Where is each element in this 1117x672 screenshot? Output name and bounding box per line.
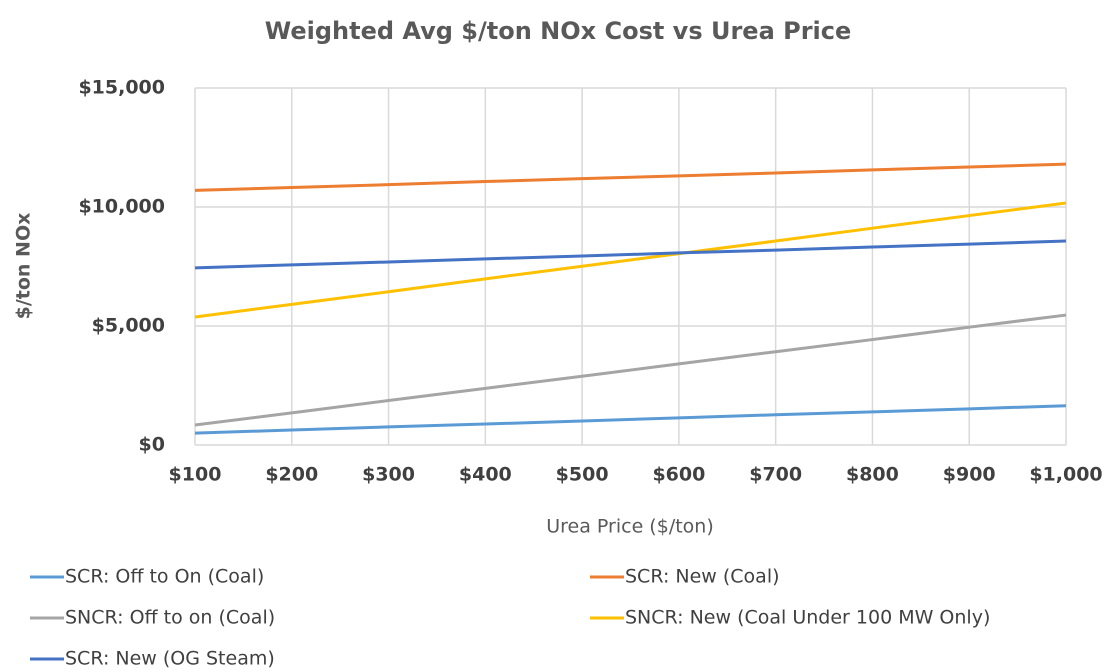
legend-label: SCR: New (OG Steam) <box>65 648 275 670</box>
x-tick-label: $100 <box>169 464 222 486</box>
legend-label: SCR: New (Coal) <box>625 566 780 588</box>
series-line <box>194 404 1067 435</box>
x-tick-label: $300 <box>362 464 415 486</box>
y-tick-label: $5,000 <box>92 315 165 337</box>
chart-title: Weighted Avg $/ton NOx Cost vs Urea Pric… <box>265 17 852 45</box>
x-tick-label: $200 <box>265 464 318 486</box>
series-line <box>194 162 1067 192</box>
y-tick-label: $10,000 <box>78 196 165 218</box>
legend-label: SCR: Off to On (Coal) <box>65 566 264 588</box>
series-line <box>194 201 1067 319</box>
x-tick-label: $1,000 <box>1029 464 1102 486</box>
x-tick-label: $500 <box>556 464 609 486</box>
x-tick-label: $700 <box>749 464 802 486</box>
legend-label: SNCR: Off to on (Coal) <box>65 607 275 629</box>
series-line <box>194 313 1067 427</box>
x-tick-label: $400 <box>459 464 512 486</box>
x-tick-label: $800 <box>846 464 899 486</box>
series-line <box>194 239 1067 270</box>
x-tick-label: $600 <box>652 464 705 486</box>
x-axis-title: Urea Price ($/ton) <box>546 516 714 538</box>
y-tick-label: $15,000 <box>78 77 165 99</box>
legend-label: SNCR: New (Coal Under 100 MW Only) <box>625 607 990 629</box>
x-tick-label: $900 <box>943 464 996 486</box>
y-tick-label: $0 <box>139 434 165 456</box>
y-axis-title: $/ton NOx <box>13 213 35 320</box>
